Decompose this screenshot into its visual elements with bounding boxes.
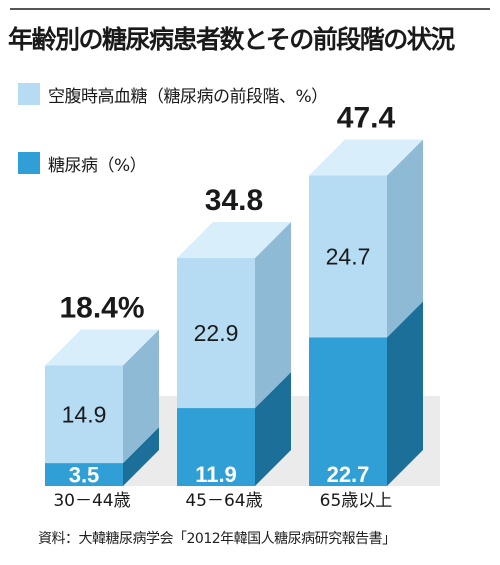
bar-prediabetes-front [177,258,255,409]
bar-diabetes-front [45,463,123,486]
bar-top-face [309,139,423,176]
data-label-prediabetes: 22.9 [194,320,239,346]
data-label-prediabetes: 24.7 [326,243,371,269]
bar-diabetes-side [123,427,159,486]
legend-swatch-prediabetes [18,83,40,105]
legend-label-diabetes: 糖尿病（%） [48,155,147,176]
bar-diabetes-side [255,372,291,486]
data-label-diabetes: 3.5 [69,463,100,488]
category-label: 45－64歳 [185,491,262,511]
category-label: 30－44歳 [53,491,130,511]
bar-prediabetes-side [255,222,291,409]
bar-prediabetes-side [123,329,159,464]
bar-prediabetes-side [387,139,423,338]
total-label: 34.8 [205,184,263,217]
bar-top-face [177,222,291,259]
bar-prediabetes-front [45,365,123,464]
legend-item-diabetes: 糖尿病（%） [18,151,147,176]
bar-prediabetes-front [309,175,387,338]
legend-label-prediabetes: 空腹時高血糖（糖尿病の前段階、%） [48,86,328,107]
source-note: 資料：大韓糖尿病学会「2012年韓国人糖尿病研究報告書」 [38,531,396,547]
data-label-prediabetes: 14.9 [62,401,107,427]
title-rule [10,8,490,10]
bar-top-face [45,329,159,366]
data-label-diabetes: 11.9 [195,462,237,487]
bar-diabetes-front [177,408,255,486]
data-label-diabetes: 22.7 [327,462,370,487]
legend-swatch-diabetes [18,152,40,174]
legend-item-prediabetes: 空腹時高血糖（糖尿病の前段階、%） [18,82,328,107]
total-label: 47.4 [337,102,396,135]
chart-title: 年齢別の糖尿病患者数とその前段階の状況 [8,25,455,54]
category-label: 65歳以上 [320,491,393,511]
bar-diabetes-side [387,301,423,486]
bar-diabetes-front [309,337,387,486]
total-label: 18.4% [59,291,144,324]
